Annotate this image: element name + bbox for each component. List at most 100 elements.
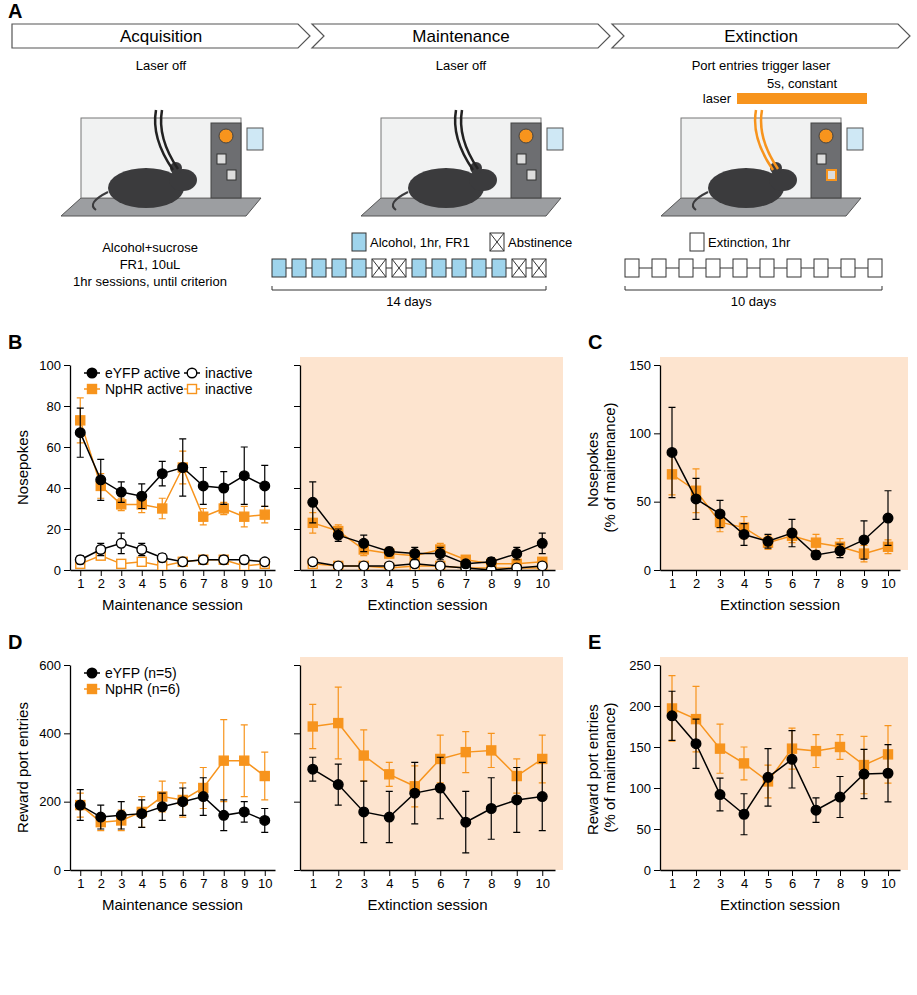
data-point — [158, 504, 167, 513]
x-tick-mark — [364, 570, 365, 576]
port — [227, 170, 236, 180]
x-tick-label: 9 — [514, 576, 521, 591]
x-tick-label: 5 — [412, 876, 419, 891]
error-bar — [741, 747, 748, 780]
data-point — [859, 535, 869, 545]
day-box-rect — [814, 259, 828, 277]
day-box-rect — [841, 259, 855, 277]
y-tick: 0 — [644, 863, 660, 878]
x-tick-label: 8 — [488, 876, 495, 891]
day-box-rect — [625, 259, 639, 277]
data-point — [333, 530, 343, 540]
x-tick: 2 — [335, 870, 342, 891]
data-point — [835, 546, 845, 556]
bracket — [272, 286, 546, 290]
span-label: 10 days — [731, 294, 777, 309]
data-point — [75, 555, 85, 565]
error-bar — [813, 735, 820, 768]
day-box — [841, 259, 855, 277]
x-tick-label: 2 — [335, 576, 342, 591]
y-tick-mark — [294, 406, 300, 407]
series-line — [672, 716, 888, 814]
chart-panel: 12345678910Extinction session — [294, 357, 563, 613]
data-point — [716, 744, 725, 753]
y-tick: 200 — [629, 699, 660, 714]
x-tick: 3 — [361, 570, 368, 591]
port — [827, 170, 836, 180]
data-point — [260, 772, 269, 781]
error-bar — [220, 720, 227, 802]
day-box — [787, 259, 801, 277]
data-point — [219, 504, 228, 513]
x-tick-label: 4 — [139, 876, 146, 891]
y-tick-mark — [294, 365, 300, 366]
x-tick: 2 — [693, 870, 700, 891]
data-point — [883, 513, 893, 523]
span-label: 14 days — [386, 294, 432, 309]
legend-symbol — [87, 668, 97, 678]
data-point — [787, 755, 797, 765]
x-tick-mark — [162, 570, 163, 576]
acquisition-text: Alcohol+sucrose — [102, 240, 198, 255]
day-box — [532, 259, 546, 277]
data-point — [334, 719, 343, 728]
day-box-rect — [679, 259, 693, 277]
x-tick-mark — [517, 570, 518, 576]
plot-area — [308, 482, 547, 570]
y-axis: 050100150200250 — [629, 658, 660, 878]
laser-state: Laser off — [136, 58, 187, 73]
data-point — [811, 550, 821, 560]
plot-area — [75, 720, 269, 833]
x-tick: 4 — [386, 870, 393, 891]
stage-arrow — [612, 24, 910, 48]
data-point — [715, 790, 725, 800]
x-axis: 12345678910 — [71, 570, 276, 591]
data-point — [410, 559, 420, 569]
x-tick-mark — [101, 570, 102, 576]
x-tick: 3 — [118, 870, 125, 891]
extinction-shading — [300, 657, 563, 870]
day-box — [733, 259, 747, 277]
data-point — [435, 561, 445, 570]
x-tick: 8 — [837, 570, 844, 591]
day-box-rect — [733, 259, 747, 277]
x-tick-label: 4 — [741, 576, 748, 591]
x-tick: 9 — [861, 870, 868, 891]
y-tick-mark — [64, 365, 70, 366]
day-box-cross — [532, 259, 546, 277]
series-line — [313, 562, 543, 570]
x-tick-label: 9 — [861, 876, 868, 891]
series — [76, 551, 270, 570]
y-tick: 200 — [39, 794, 70, 809]
day-box — [352, 259, 366, 277]
x-tick-mark — [816, 570, 817, 576]
data-point — [691, 494, 701, 504]
error-bar — [813, 534, 820, 550]
x-tick-label: 10 — [258, 576, 272, 591]
y-tick: 50 — [637, 822, 660, 837]
data-point — [836, 743, 845, 752]
legend-symbol — [88, 685, 97, 694]
x-tick-mark — [517, 870, 518, 876]
y-tick: 250 — [629, 658, 660, 673]
data-point — [435, 783, 445, 793]
legend-entry: eYFP active — [84, 365, 180, 381]
data-point — [178, 797, 188, 807]
data-point — [763, 773, 773, 783]
y-axis-line — [300, 666, 301, 871]
y-tick-mark — [64, 406, 70, 407]
laser-bar — [737, 93, 867, 104]
data-point — [859, 769, 869, 779]
data-point — [384, 561, 394, 570]
y-tick: 150 — [629, 740, 660, 755]
y-tick-label: 60 — [47, 440, 61, 455]
x-tick-mark — [792, 870, 793, 876]
acquisition-text: FR1, 10uL — [120, 257, 181, 272]
x-tick: 9 — [241, 870, 248, 891]
stage-name: Extinction — [724, 27, 798, 46]
x-tick: 10 — [258, 570, 272, 591]
plot-area — [75, 398, 269, 570]
data-point — [198, 555, 208, 565]
x-tick-label: 10 — [536, 876, 550, 891]
data-point — [461, 748, 470, 757]
